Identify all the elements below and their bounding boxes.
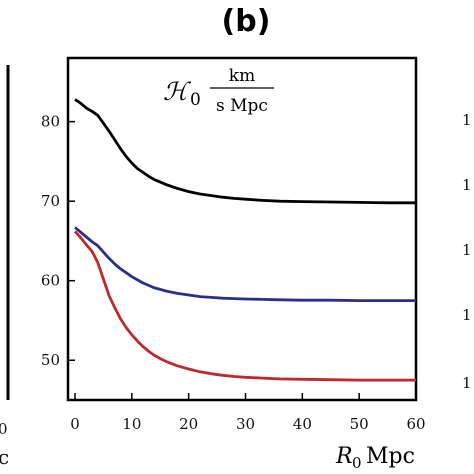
y-tick-label: 80 (41, 113, 60, 131)
series-layer (73, 98, 416, 382)
series-line-2 (73, 230, 416, 382)
left-panel-label-fragment: c (0, 445, 9, 469)
annotation-subscript: 0 (190, 90, 201, 110)
annotation-symbol: ℋ (163, 77, 192, 106)
x-tick-label: 50 (350, 415, 369, 433)
annotation-numerator: km (229, 66, 255, 86)
h0-unit-annotation: ℋ 0 km s Mpc (163, 66, 274, 116)
x-tick-label: 10 (122, 415, 141, 433)
right-panel-tick-2: 1 (462, 176, 472, 194)
y-tick-label: 70 (41, 192, 60, 210)
x-axis-label: R 0 Mpc (335, 444, 415, 472)
x-tick-label: 20 (179, 415, 198, 433)
right-panel-tick-4: 1 (462, 306, 472, 324)
x-tick-label: 0 (70, 415, 80, 433)
annotation-denominator: s Mpc (216, 96, 268, 116)
x-axis-label-symbol: R (335, 444, 353, 469)
plot-frame (66, 56, 418, 402)
x-axis-label-unit: Mpc (366, 444, 415, 469)
panel-label: (b) (222, 4, 271, 39)
right-panel-tick-1: 1 (462, 111, 472, 129)
series-line-0 (74, 98, 416, 205)
y-tick-label: 50 (41, 351, 60, 369)
tick-layer: 0 10 20 30 40 50 60 50 60 70 80 (41, 113, 426, 433)
x-tick-label: 60 (406, 415, 425, 433)
x-tick-label: 40 (293, 415, 312, 433)
left-panel-tick: 0 (0, 420, 8, 438)
y-tick-label: 60 (41, 272, 60, 290)
right-panel-tick-5: 1 (462, 374, 472, 392)
series-line-1 (74, 226, 416, 302)
x-axis-label-subscript: 0 (352, 454, 362, 472)
x-tick-label: 30 (236, 415, 255, 433)
right-panel-tick-3: 1 (462, 241, 472, 259)
